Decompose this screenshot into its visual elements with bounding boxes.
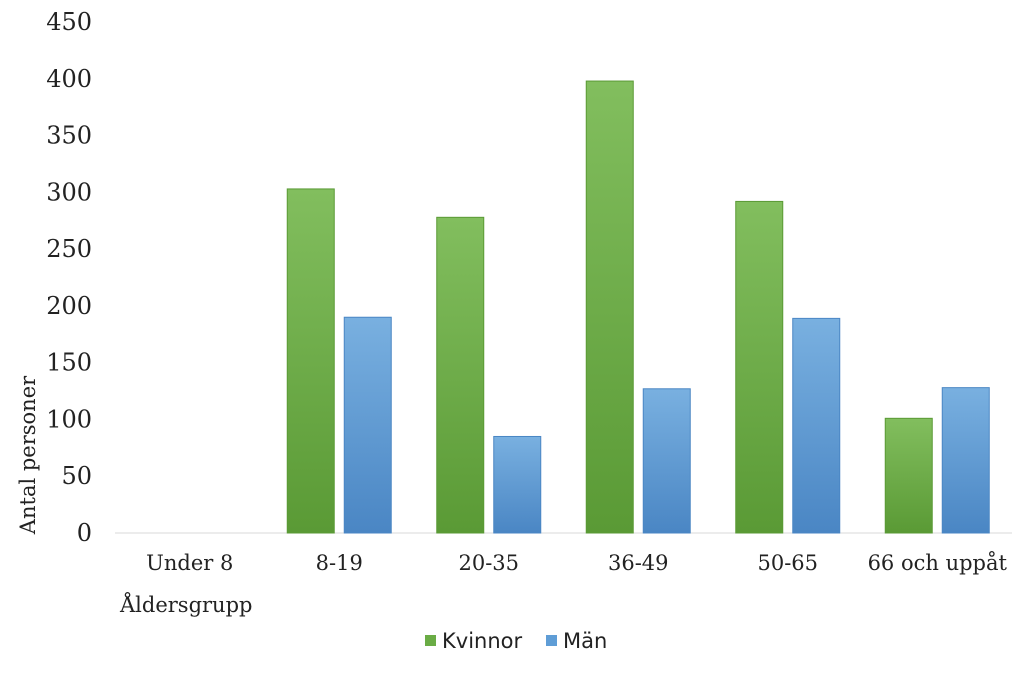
bars-group bbox=[286, 80, 990, 534]
y-tick-label: 400 bbox=[46, 65, 92, 93]
x-category-label: 20-35 bbox=[458, 551, 519, 575]
x-category-label: 66 och uppåt bbox=[868, 551, 1008, 575]
legend: Kvinnor Män bbox=[425, 629, 607, 653]
x-category-label: 50-65 bbox=[757, 551, 818, 575]
x-category-label: 36-49 bbox=[608, 551, 669, 575]
legend-swatch-kvinnor bbox=[425, 635, 436, 646]
bar-män-8-19 bbox=[343, 316, 392, 534]
y-tick-label: 450 bbox=[46, 8, 92, 36]
bar-män-36-49 bbox=[642, 388, 691, 534]
bar-män-20-35 bbox=[493, 435, 542, 534]
y-tick-label: 50 bbox=[61, 462, 92, 490]
legend-label-kvinnor: Kvinnor bbox=[442, 629, 523, 653]
bar-kvinnor-20-35 bbox=[436, 216, 485, 534]
bar-kvinnor-36-49 bbox=[585, 80, 634, 534]
y-tick-label: 350 bbox=[46, 122, 92, 150]
y-tick-label: 150 bbox=[46, 349, 92, 377]
bar-män-66-och-uppåt bbox=[941, 387, 990, 534]
x-category-label: 8-19 bbox=[316, 551, 363, 575]
x-axis-title: Åldersgrupp bbox=[119, 592, 252, 617]
y-axis-title: Antal personer bbox=[16, 375, 40, 535]
y-tick-label: 0 bbox=[77, 519, 92, 547]
y-tick-label: 300 bbox=[46, 178, 92, 206]
bar-kvinnor-50-65 bbox=[735, 200, 784, 534]
bar-kvinnor-66-och-uppåt bbox=[884, 417, 933, 534]
x-category-label: Under 8 bbox=[146, 551, 233, 575]
x-axis-categories: Under 8 8-19 20-35 36-49 50-65 66 och uppåt bbox=[146, 551, 1007, 575]
y-axis-ticks: 0 50 100 150 200 250 300 350 400 450 bbox=[46, 8, 92, 547]
legend-label-män: Män bbox=[563, 629, 607, 653]
bar-män-50-65 bbox=[792, 317, 841, 534]
y-tick-label: 200 bbox=[46, 292, 92, 320]
y-tick-label: 250 bbox=[46, 235, 92, 263]
bar-kvinnor-8-19 bbox=[286, 188, 335, 534]
legend-swatch-män bbox=[546, 635, 557, 646]
y-tick-label: 100 bbox=[46, 405, 92, 433]
